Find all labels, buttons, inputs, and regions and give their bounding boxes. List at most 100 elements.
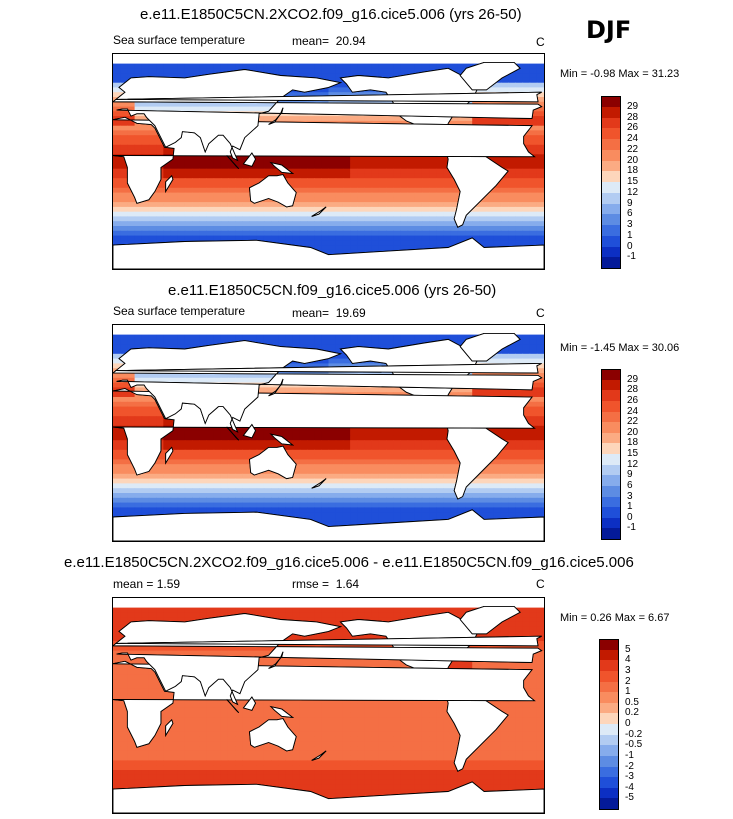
continent-outline — [242, 423, 257, 439]
colorbar-cell — [599, 745, 619, 757]
colorbar-cell — [601, 379, 621, 391]
colorbar-label: 29 — [627, 373, 639, 385]
colorbar-cell — [601, 443, 621, 455]
colorbar-cell — [601, 171, 621, 183]
colorbar-cell — [601, 182, 621, 194]
continent-outline — [269, 433, 295, 446]
colorbar-label: 9 — [627, 197, 633, 209]
colorbar-label: 20 — [627, 154, 639, 166]
colorbar-cell — [601, 411, 621, 423]
continent-outline — [268, 651, 284, 669]
colorbar-label: 0 — [627, 511, 633, 523]
colorbar-label: 18 — [627, 165, 639, 177]
continent-outline — [165, 446, 174, 465]
colorbar-cell — [601, 400, 621, 412]
continent-outline — [113, 781, 544, 813]
colorbar-cell — [601, 160, 621, 172]
continent-outline — [311, 478, 327, 489]
colorbar-cell — [601, 192, 621, 204]
colorbar-label: 26 — [627, 394, 639, 406]
colorbar-cell — [601, 369, 621, 381]
colorbar-cell — [599, 798, 619, 810]
panel-3-title: e.e11.E1850C5CN.2XCO2.f09_g16.cice5.006 … — [64, 554, 634, 571]
panel-3-minmax: Min = 0.26 Max = 6.67 — [560, 612, 670, 624]
colorbar-label: -2 — [625, 760, 634, 772]
continent-outline — [459, 332, 521, 362]
panel-1-map — [112, 53, 545, 270]
continent-outline — [113, 613, 543, 706]
colorbar-cell — [601, 464, 621, 476]
colorbar-cell — [601, 117, 621, 129]
colorbar-cell — [601, 106, 621, 118]
panel-1-mean-label: mean= 20.94 — [292, 34, 366, 48]
colorbar-cell — [601, 128, 621, 140]
continent-outline — [113, 660, 536, 748]
colorbar-cell — [601, 149, 621, 161]
arctic-mask — [113, 54, 544, 64]
colorbar-cell — [601, 528, 621, 540]
continent-outline — [311, 206, 327, 217]
panel-1-units: C — [536, 35, 545, 49]
colorbar-cell — [599, 649, 619, 661]
colorbar-cell — [599, 777, 619, 789]
colorbar-label: 24 — [627, 133, 639, 144]
continent-outline — [269, 705, 295, 719]
continents — [113, 332, 544, 541]
colorbar-cell — [601, 390, 621, 402]
colorbar-label: 20 — [627, 426, 639, 438]
map-canvas — [113, 598, 544, 813]
colorbar-cell — [601, 507, 621, 519]
colorbar-cell — [601, 454, 621, 466]
continent-outline — [268, 378, 284, 397]
colorbar-cell — [599, 681, 619, 693]
colorbar-label: 22 — [627, 143, 639, 155]
panel-3-colorbar: 5 4 3 2 1 0.5 0.2 0 -0.2 -0.5 -1 -2 -3 -4 -5 — [599, 639, 659, 810]
colorbar-label: 0.5 — [625, 696, 639, 708]
continent-outline — [249, 174, 297, 208]
colorbar-cell — [601, 496, 621, 508]
colorbar-cell — [601, 475, 621, 487]
panel-2-mean-label: mean= 19.69 — [292, 306, 366, 320]
colorbar-cell — [599, 692, 619, 704]
continent-outline — [115, 91, 542, 103]
colorbar-label: 28 — [627, 111, 639, 123]
colorbar-label: 3 — [627, 219, 633, 230]
continent-outline — [459, 605, 521, 635]
colorbar-cell — [601, 422, 621, 434]
colorbar-cell — [599, 660, 619, 672]
continent-outline — [242, 152, 257, 167]
colorbar-label: 4 — [625, 654, 631, 666]
panel-3-mean-label: mean = 1.59 — [113, 577, 181, 591]
colorbar-label: 5 — [625, 643, 631, 655]
colorbar-cell — [601, 203, 621, 215]
colorbar-label: -5 — [625, 792, 634, 804]
colorbar-cell — [601, 257, 621, 269]
colorbar-label: 1 — [627, 229, 633, 241]
colorbar-cell — [599, 787, 619, 799]
colorbar-cell — [601, 432, 621, 444]
colorbar-label: 0.2 — [625, 707, 639, 719]
continent-outline — [113, 116, 536, 204]
panel-1-title: e.e11.E1850C5CN.2XCO2.f09_g16.cice5.006 … — [140, 6, 522, 23]
continent-outline — [113, 509, 544, 541]
panel-2-colorbar: 29 28 26 24 22 20 18 15 12 9 6 3 1 0 -1 — [601, 369, 661, 540]
colorbar-cell — [599, 713, 619, 725]
season-label: DJF — [586, 16, 632, 44]
colorbar-label: 9 — [627, 469, 633, 481]
continent-outline — [226, 426, 240, 441]
panel-2-variable-label: Sea surface temperature — [113, 304, 246, 318]
colorbar-label: 3 — [625, 664, 631, 676]
colorbar-label: -4 — [625, 781, 634, 793]
colorbar-cell — [599, 766, 619, 778]
colorbar-cell — [601, 246, 621, 258]
colorbar-cell — [601, 139, 621, 151]
colorbar-label: 15 — [627, 176, 639, 187]
continent-outline — [226, 155, 240, 170]
colorbar-cell — [599, 639, 619, 651]
colorbar-cell — [599, 670, 619, 682]
colorbar-label: -0.2 — [625, 728, 643, 740]
colorbar-label: 24 — [627, 405, 639, 417]
continent-outline — [165, 174, 174, 194]
continent-outline — [113, 237, 544, 269]
panel-2-map — [112, 324, 545, 542]
